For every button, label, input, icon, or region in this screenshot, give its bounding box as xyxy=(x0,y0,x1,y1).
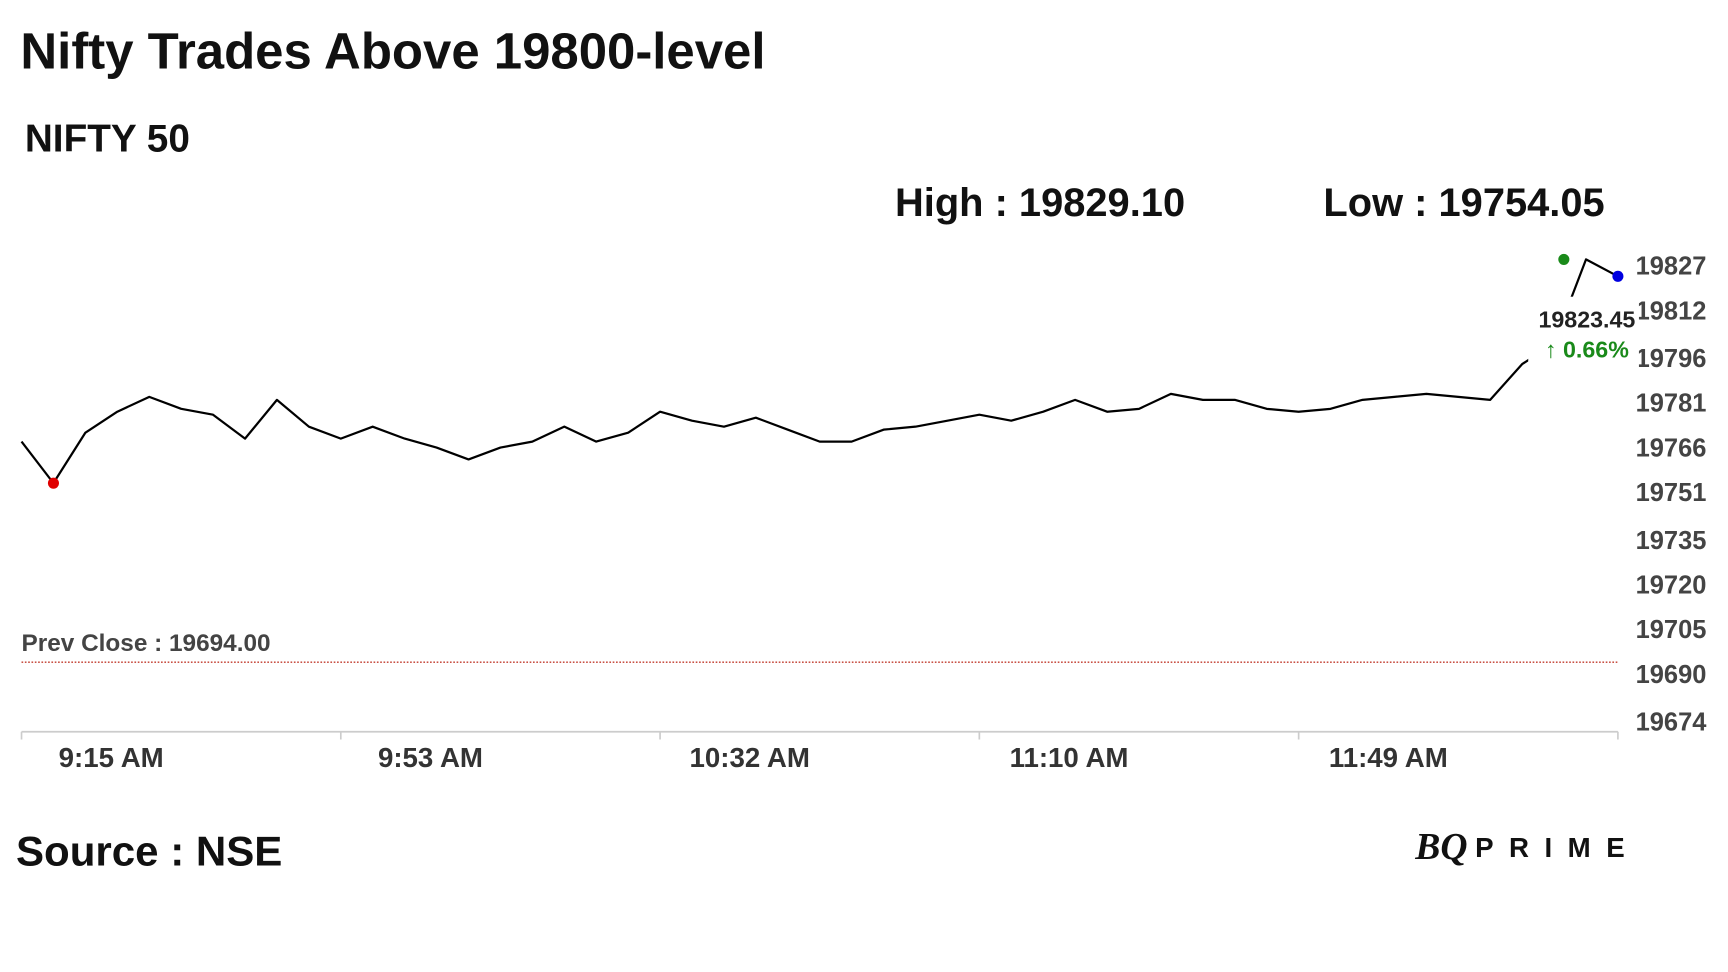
y-tick-label: 19751 xyxy=(1636,479,1707,507)
last-marker xyxy=(1612,270,1624,282)
y-tick-label: 19705 xyxy=(1636,616,1707,644)
brand-word: PRIME xyxy=(1475,832,1640,863)
chart-subtitle: NIFTY 50 xyxy=(25,118,190,161)
x-tick-label: 11:49 AM xyxy=(1329,742,1448,773)
y-tick-label: 19781 xyxy=(1636,390,1707,418)
y-tick-label: 19796 xyxy=(1636,345,1707,373)
low-marker xyxy=(47,477,59,489)
low-label: Low : 19754.05 xyxy=(1323,181,1604,225)
last-price-label: 19823.45 xyxy=(1538,307,1635,333)
y-tick-label: 19674 xyxy=(1636,709,1708,737)
change-label: ↑ 0.66% xyxy=(1545,337,1629,363)
y-tick-label: 19720 xyxy=(1636,572,1707,600)
x-tick-label: 9:53 AM xyxy=(378,742,483,773)
high-marker xyxy=(1558,253,1570,265)
x-tick-label: 9:15 AM xyxy=(59,742,164,773)
brand-mark: BQ xyxy=(1414,826,1467,868)
y-tick-label: 19812 xyxy=(1636,297,1707,325)
prev-close-label: Prev Close : 19694.00 xyxy=(22,630,271,657)
price-line xyxy=(20,258,1619,485)
last-price-box xyxy=(1528,296,1639,368)
y-tick-label: 19766 xyxy=(1636,434,1707,462)
chart-title: Nifty Trades Above 19800-level xyxy=(20,23,765,80)
source: Source : NSE xyxy=(16,828,282,875)
x-tick-label: 10:32 AM xyxy=(690,742,810,773)
y-tick-label: 19827 xyxy=(1636,253,1707,281)
x-tick-label: 11:10 AM xyxy=(1010,742,1129,773)
y-tick-label: 19735 xyxy=(1636,527,1707,555)
y-tick-label: 19690 xyxy=(1636,661,1707,689)
high-label: High : 19829.10 xyxy=(895,181,1185,225)
